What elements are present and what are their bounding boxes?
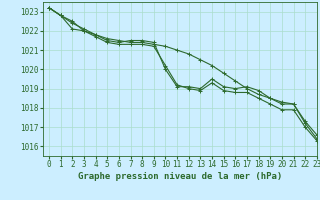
X-axis label: Graphe pression niveau de la mer (hPa): Graphe pression niveau de la mer (hPa) — [78, 172, 282, 181]
